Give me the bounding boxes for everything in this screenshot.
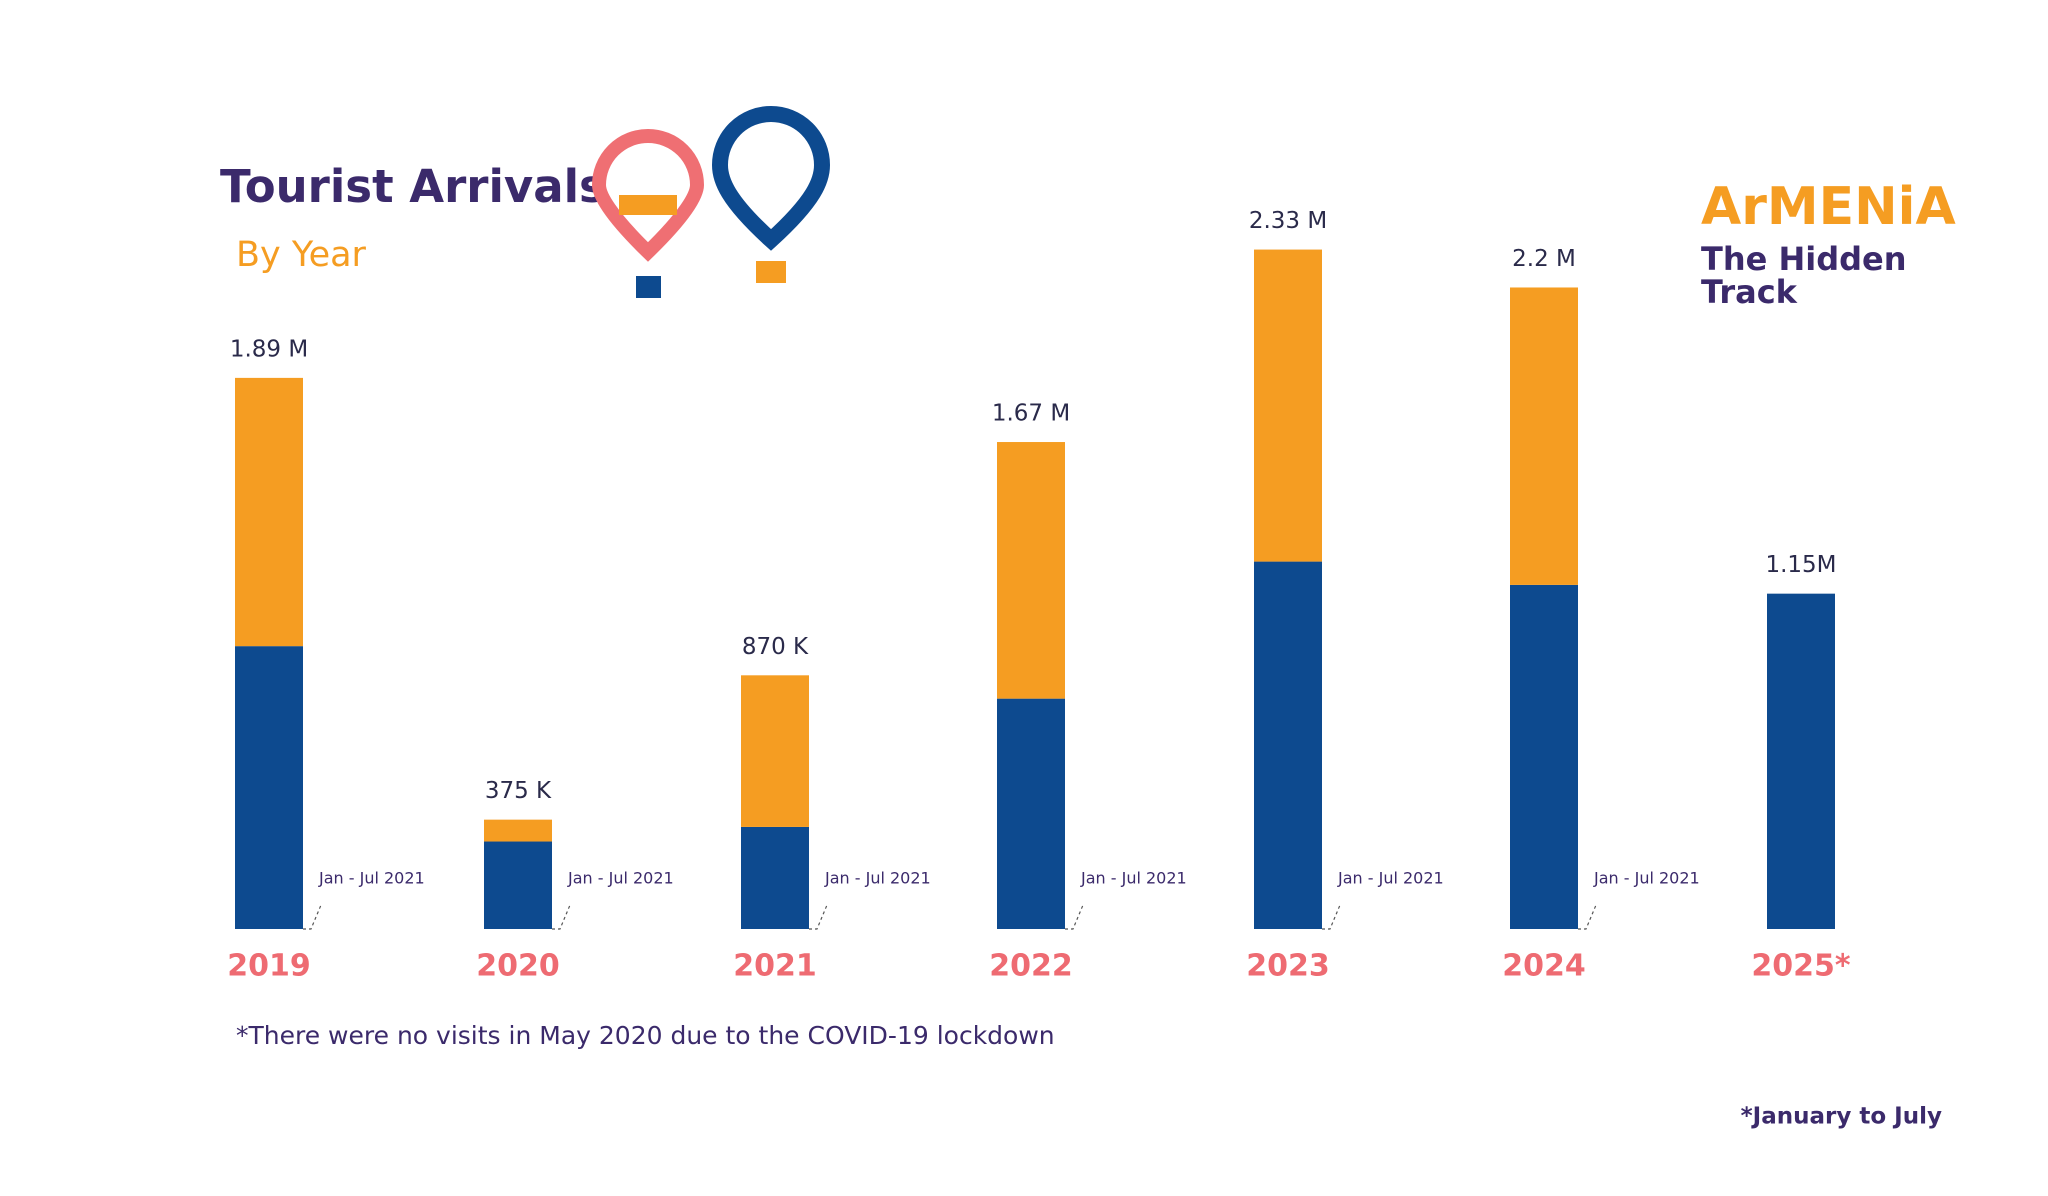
- bar-segment: [997, 442, 1065, 699]
- period-note: Jan - Jul 2021: [318, 869, 425, 888]
- period-note: Jan - Jul 2021: [1080, 869, 1187, 888]
- total-label: 1.15M: [1765, 552, 1836, 578]
- logo-tagline: The Hidden: [1701, 240, 1907, 278]
- period-note: Jan - Jul 2021: [1593, 869, 1700, 888]
- note-pointer: [303, 904, 322, 930]
- bar-segment: [235, 646, 303, 929]
- total-label: 870 K: [742, 634, 809, 660]
- bar-segment: [741, 675, 809, 827]
- total-label: 1.67 M: [992, 401, 1070, 427]
- bar-segment: [1510, 287, 1578, 585]
- total-label: 375 K: [485, 778, 552, 804]
- balloon-pink: [591, 129, 705, 298]
- note-pointer: [1578, 904, 1597, 930]
- note-pointer: [1322, 904, 1341, 930]
- footnote: *January to July: [1741, 1104, 1942, 1130]
- chart-title: Tourist Arrivals: [220, 160, 606, 213]
- logo-name: ArMENiA: [1701, 177, 1956, 237]
- bar-segment: [997, 698, 1065, 929]
- period-note: Jan - Jul 2021: [1337, 869, 1444, 888]
- bar-segment: [1254, 249, 1322, 562]
- bar-segment: [741, 826, 809, 929]
- bar-segment: [484, 841, 552, 929]
- x-tick-label: 2022: [989, 949, 1073, 984]
- logo-tagline: Track: [1701, 273, 1798, 311]
- bar-segment: [484, 819, 552, 842]
- bar-segment: [1254, 561, 1322, 929]
- chart-subtitle: By Year: [236, 235, 367, 275]
- x-tick-label: 2025*: [1751, 949, 1850, 984]
- period-note: Jan - Jul 2021: [567, 869, 674, 888]
- balloon-blue: [711, 106, 831, 283]
- period-note: Jan - Jul 2021: [824, 869, 931, 888]
- x-tick-label: 2020: [476, 949, 560, 984]
- total-label: 2.2 M: [1512, 246, 1576, 272]
- x-tick-label: 2021: [733, 949, 817, 984]
- footnote: *There were no visits in May 2020 due to…: [236, 1021, 1055, 1050]
- total-label: 1.89 M: [230, 336, 308, 362]
- note-pointer: [809, 904, 828, 930]
- bar-segment: [235, 377, 303, 647]
- x-tick-label: 2023: [1246, 949, 1330, 984]
- note-pointer: [552, 904, 571, 930]
- note-pointer: [1065, 904, 1084, 930]
- x-tick-label: 2019: [227, 949, 311, 984]
- bar-segment: [1510, 584, 1578, 929]
- x-tick-label: 2024: [1502, 949, 1586, 984]
- total-label: 2.33 M: [1249, 208, 1327, 234]
- bar-segment: [1767, 593, 1835, 929]
